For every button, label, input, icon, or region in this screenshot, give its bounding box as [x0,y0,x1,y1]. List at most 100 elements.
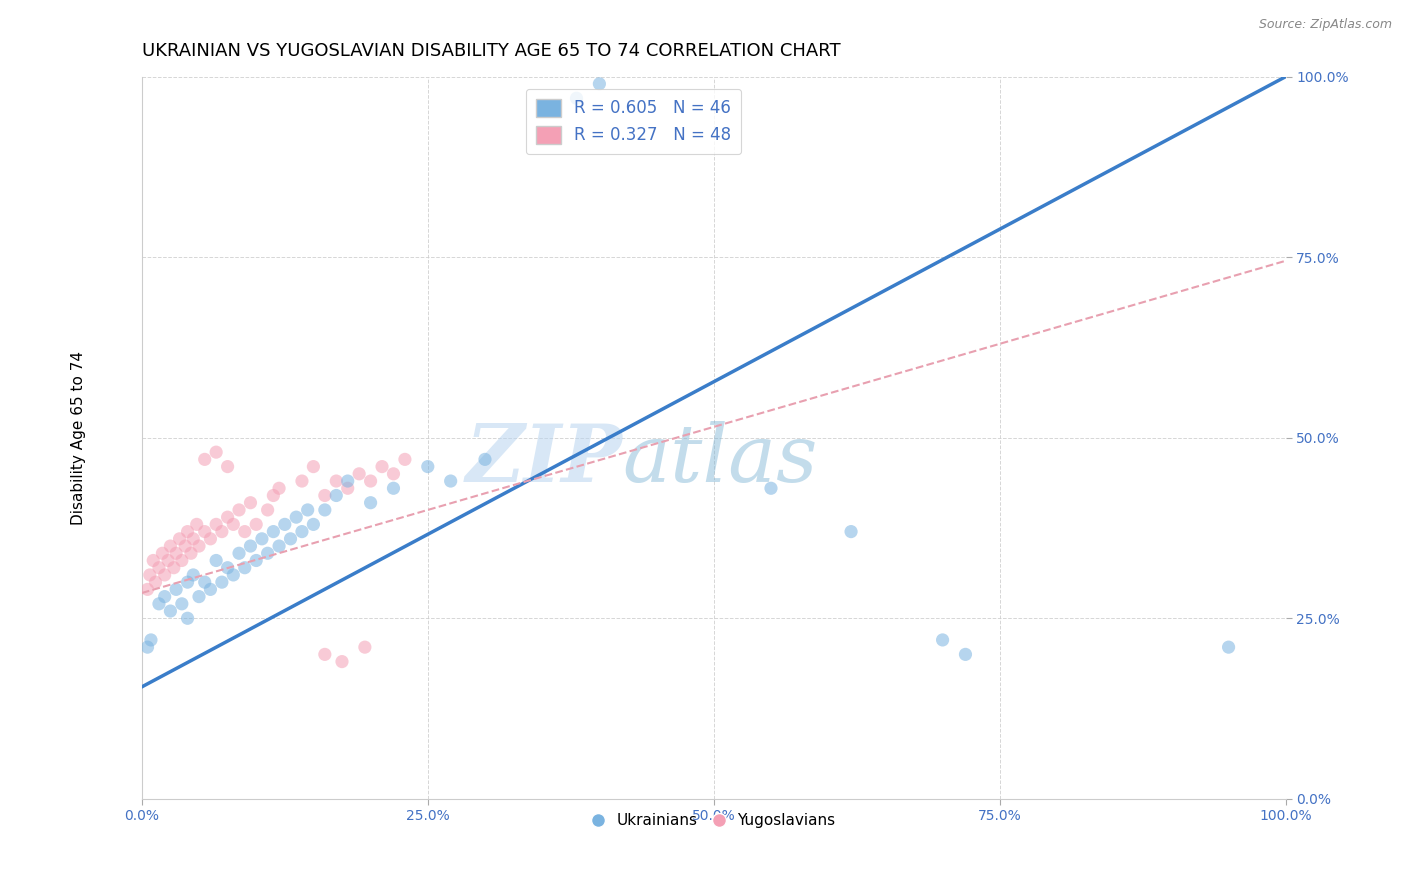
Point [139,632,162,647]
Point [153,568,176,582]
Text: atlas: atlas [623,421,818,498]
Point [148,560,170,574]
Point [181,532,204,546]
Point [170,597,193,611]
Point [267,539,290,553]
Point [153,590,176,604]
Point [239,539,262,553]
Point [285,510,308,524]
Point [291,474,314,488]
Legend: Ukrainians, Yugoslavians: Ukrainians, Yugoslavians [586,807,842,835]
Point [200,582,222,597]
Point [176,524,198,539]
Point [302,517,325,532]
Point [181,568,204,582]
Point [336,481,359,495]
Point [336,474,359,488]
Point [163,560,186,574]
Point [347,467,370,481]
Point [354,640,377,655]
Text: ZIP: ZIP [465,421,623,498]
Point [256,503,278,517]
Point [256,546,278,560]
Text: Source: ZipAtlas.com: Source: ZipAtlas.com [1258,18,1392,31]
Point [360,496,382,510]
Point [176,575,198,590]
Point [314,503,336,517]
Point [157,553,180,567]
Point [145,575,167,590]
Point [1218,640,1240,655]
Point [228,503,250,517]
Point [165,582,187,597]
Point [217,510,239,524]
Point [416,459,439,474]
Point [159,604,181,618]
Point [228,546,250,560]
Point [217,560,239,574]
Point [188,539,211,553]
Point [274,517,297,532]
Point [382,467,405,481]
Point [139,568,162,582]
Point [165,546,187,560]
Point [955,648,977,662]
Point [245,517,267,532]
Point [194,524,217,539]
Point [262,488,284,502]
Point [314,488,336,502]
Point [142,553,165,567]
Point [239,496,262,510]
Point [280,532,302,546]
Point [176,611,198,625]
Point [440,474,463,488]
Point [394,452,416,467]
Point [211,524,233,539]
Point [474,452,496,467]
Point [371,459,394,474]
Point [159,539,181,553]
Point [222,568,245,582]
Point [314,648,336,662]
Point [150,546,173,560]
Point [360,474,382,488]
Point [217,459,239,474]
Point [233,560,256,574]
Point [194,452,217,467]
Point [267,481,290,495]
Point [382,481,405,495]
Point [931,632,953,647]
Point [330,655,353,669]
Point [188,590,211,604]
Point [136,640,159,655]
Point [205,517,228,532]
Point [205,553,228,567]
Y-axis label: Disability Age 65 to 74: Disability Age 65 to 74 [72,351,86,524]
Point [136,582,159,597]
Point [174,539,197,553]
Point [186,517,208,532]
Point [262,524,284,539]
Point [180,546,202,560]
Point [148,597,170,611]
Point [245,553,267,567]
Point [325,488,347,502]
Point [302,459,325,474]
Point [291,524,314,539]
Point [325,474,347,488]
Point [250,532,273,546]
Point [200,532,222,546]
Point [565,91,588,105]
Point [233,524,256,539]
Point [588,77,610,91]
Point [211,575,233,590]
Point [222,517,245,532]
Point [759,481,782,495]
Point [194,575,217,590]
Point [205,445,228,459]
Point [297,503,319,517]
Text: UKRAINIAN VS YUGOSLAVIAN DISABILITY AGE 65 TO 74 CORRELATION CHART: UKRAINIAN VS YUGOSLAVIAN DISABILITY AGE … [142,42,841,60]
Point [839,524,862,539]
Point [169,532,191,546]
Point [170,553,193,567]
